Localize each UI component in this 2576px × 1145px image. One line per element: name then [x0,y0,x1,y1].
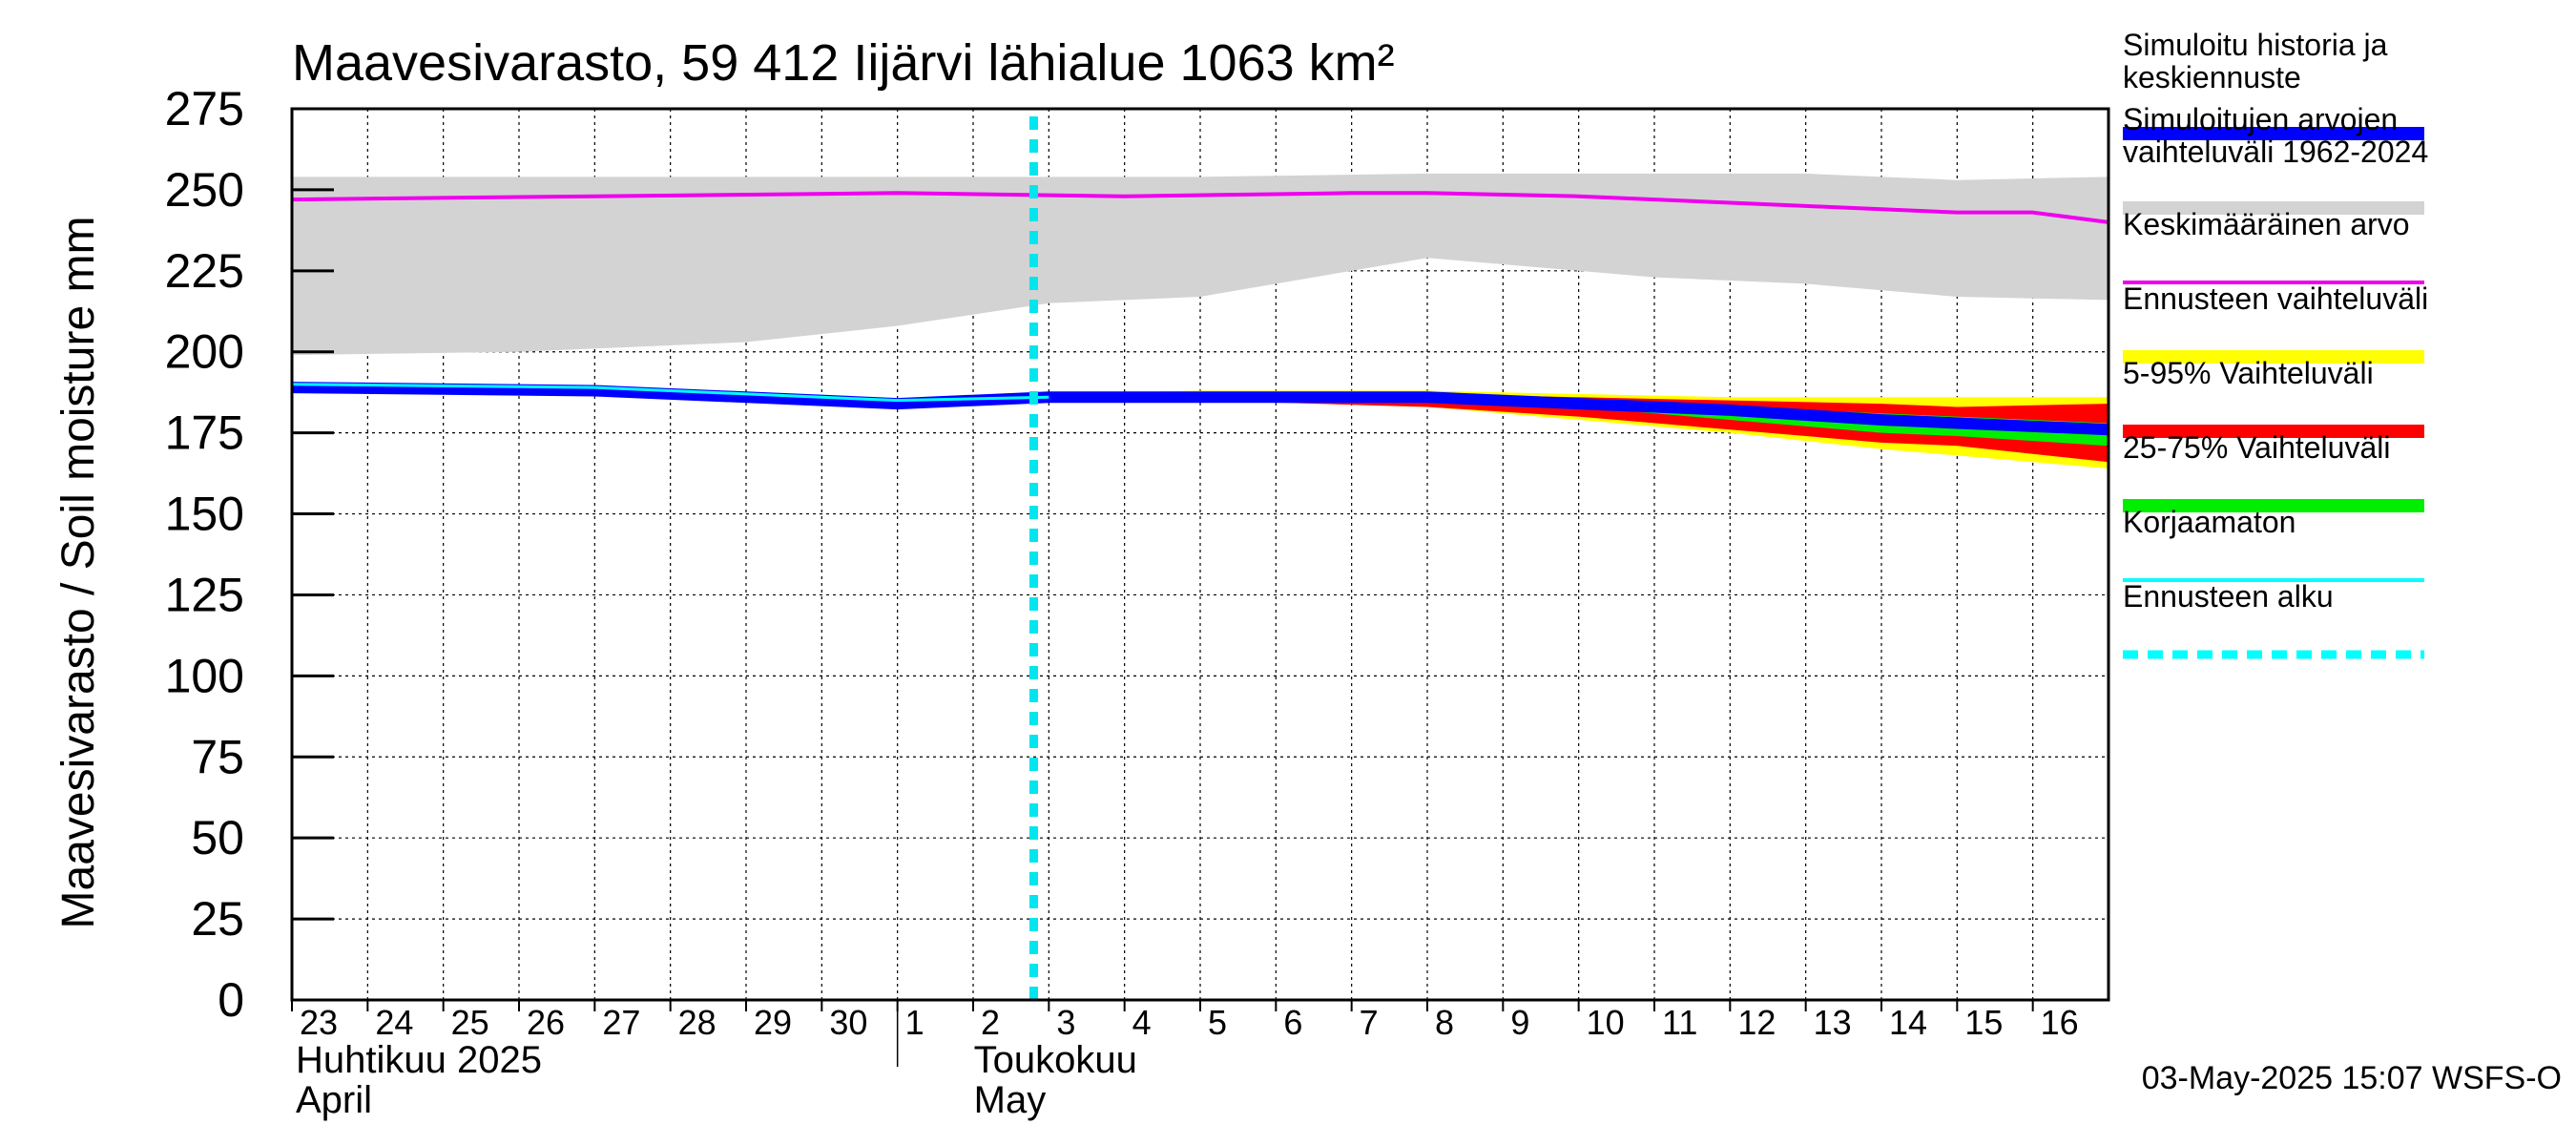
month-label-en: May [974,1079,1047,1121]
x-tick-label: 8 [1435,1003,1454,1042]
series-6-line [292,382,2109,436]
y-tick-label: 0 [218,973,244,1027]
legend-item-label: Ennusteen alku [2123,579,2334,614]
x-tick-label: 29 [754,1003,792,1042]
x-tick-label: 1 [905,1003,924,1042]
x-tick-label: 7 [1360,1003,1379,1042]
series-0-band [292,173,2109,356]
legend-item-label: Simuloitu historia ja [2123,28,2388,62]
y-tick-label: 200 [165,325,244,379]
timestamp-footer: 03-May-2025 15:07 WSFS-O [2142,1060,2562,1096]
legend-item-label: 5-95% Vaihteluväli [2123,356,2374,390]
x-tick-label: 30 [829,1003,867,1042]
x-tick-label: 11 [1662,1003,1697,1042]
series-1-line [292,191,2109,224]
x-tick-label: 16 [2041,1003,2079,1042]
x-tick-label: 3 [1056,1003,1075,1042]
month-label-fi: Huhtikuu 2025 [296,1039,542,1081]
x-tick-label: 15 [1964,1003,2003,1042]
x-tick-label: 14 [1889,1003,1927,1042]
month-label-en: April [296,1079,372,1121]
x-tick-label: 13 [1814,1003,1852,1042]
legend-item-label: Simuloitujen arvojen [2123,102,2398,136]
y-tick-label: 225 [165,244,244,298]
legend-item-label: vaihteluväli 1962-2024 [2123,135,2428,169]
x-tick-label: 5 [1208,1003,1227,1042]
series-clip-group [292,116,2109,1000]
x-tick-label: 10 [1587,1003,1625,1042]
chart-title: Maavesivarasto, 59 412 Iijärvi lähialue … [292,34,1395,92]
x-tick-label: 12 [1737,1003,1776,1042]
x-tick-label: 25 [451,1003,489,1042]
x-tick-label: 6 [1283,1003,1302,1042]
y-tick-label: 150 [165,488,244,541]
y-tick-label: 50 [191,811,244,864]
y-tick-label: 250 [165,163,244,217]
legend-item-label: Ennusteen vaihteluväli [2123,281,2428,316]
y-tick-label: 75 [191,730,244,783]
x-tick-label: 23 [300,1003,338,1042]
series-group [292,116,2109,1000]
x-tick-label: 28 [678,1003,717,1042]
x-tick-label: 9 [1510,1003,1529,1042]
month-label-fi: Toukokuu [974,1039,1137,1081]
y-tick-label: 275 [165,82,244,135]
x-tick-label: 27 [602,1003,640,1042]
y-tick-label: 125 [165,568,244,621]
legend-item-label: keskiennuste [2123,60,2301,94]
x-tick-label: 2 [981,1003,1000,1042]
x-tick-label: 4 [1132,1003,1152,1042]
legend-item-label: 25-75% Vaihteluväli [2123,430,2390,465]
korjaamaton-overlay-line [292,383,1049,403]
y-tick-label: 175 [165,406,244,460]
y-axis-label: Maavesivarasto / Soil moisture mm [53,217,104,929]
x-tick-label: 24 [375,1003,413,1042]
legend-item-label: Korjaamaton [2123,505,2296,539]
x-tick-label: 26 [527,1003,565,1042]
legend-item-label: Keskimääräinen arvo [2123,207,2410,241]
y-tick-label: 100 [165,649,244,702]
series-3-band [1049,393,2109,463]
y-tick-label: 25 [191,892,244,946]
